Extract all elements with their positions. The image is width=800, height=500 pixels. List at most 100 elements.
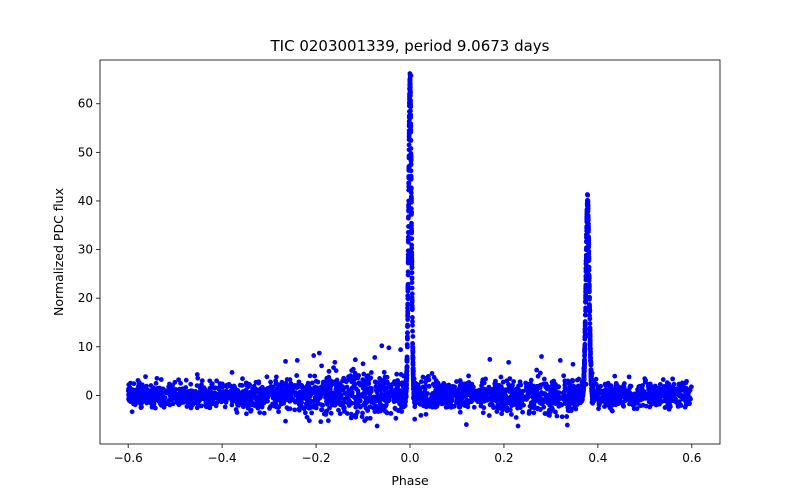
data-point [382,398,388,403]
data-point [381,369,387,375]
data-point [583,265,589,271]
data-point [327,383,333,389]
data-point [430,404,435,410]
data-point [143,374,148,380]
data-point [311,398,317,404]
data-point [263,389,269,394]
data-point [406,147,412,153]
data-point [614,396,620,401]
data-point [584,223,590,229]
data-point [638,397,643,403]
data-point [349,400,355,406]
data-point [462,403,468,408]
data-point [452,387,458,392]
data-point [445,404,450,410]
data-point [331,365,336,371]
data-point [350,366,356,372]
data-point [325,387,331,393]
data-point [217,384,223,390]
data-point [586,229,591,235]
data-point [587,345,593,351]
data-point [214,393,220,399]
data-point [588,377,594,383]
data-point [604,394,610,399]
data-point [410,362,416,368]
data-point [409,252,415,258]
data-point [557,357,563,363]
data-point [274,386,280,391]
data-point [407,82,413,87]
data-point [534,367,540,373]
data-point [583,269,589,274]
data-point [346,388,352,393]
data-point [392,405,398,411]
data-point [583,308,588,314]
data-point [403,381,409,387]
data-point [526,408,532,414]
data-point [315,400,321,406]
data-point [360,410,365,416]
data-point [337,381,343,387]
data-point [534,387,540,393]
data-point [435,380,441,386]
data-point [198,403,204,409]
data-point [423,379,428,385]
data-point [336,407,341,413]
data-point [214,378,220,384]
data-point [404,364,410,369]
data-point [258,386,263,392]
data-point [168,395,174,401]
data-point [241,402,247,408]
data-point [328,396,334,402]
data-point [276,391,282,397]
y-tick-label: 0 [85,388,93,402]
data-point [405,272,411,278]
data-point [570,401,576,407]
data-point [630,402,636,408]
data-point [333,386,339,392]
data-point [456,390,461,395]
data-point [188,381,194,387]
data-point [409,291,415,297]
data-point [377,379,383,385]
data-point [551,378,557,384]
data-point [411,382,417,388]
data-point [127,388,133,394]
data-point [318,419,324,425]
data-point [582,343,588,349]
data-point [587,352,593,358]
data-point [158,377,164,382]
data-point [583,284,589,290]
y-tick-label: 50 [78,145,93,159]
data-point [188,405,194,411]
data-point [424,400,430,406]
data-point [341,375,347,381]
data-point [445,386,451,391]
data-point [305,382,311,388]
data-point [634,406,640,411]
data-point [574,388,580,394]
data-point [441,387,447,393]
data-point [436,400,441,406]
data-point [588,367,594,373]
data-point [409,242,415,248]
data-point [180,389,185,394]
data-point [587,339,593,344]
data-point [665,400,671,406]
data-point [394,398,400,404]
data-point [425,391,430,396]
data-point [373,395,379,401]
data-point [303,401,309,407]
data-point [316,350,322,356]
y-axis: 0 10 20 30 40 50 60 [78,97,100,402]
data-point [483,376,488,382]
data-point [410,376,416,382]
data-point [586,244,592,249]
data-point [481,380,487,386]
data-point [581,366,587,372]
y-axis-label: Normalized PDC flux [51,188,66,316]
data-point [366,381,372,386]
data-point [596,406,601,412]
data-point [496,390,502,396]
data-point [409,256,415,262]
